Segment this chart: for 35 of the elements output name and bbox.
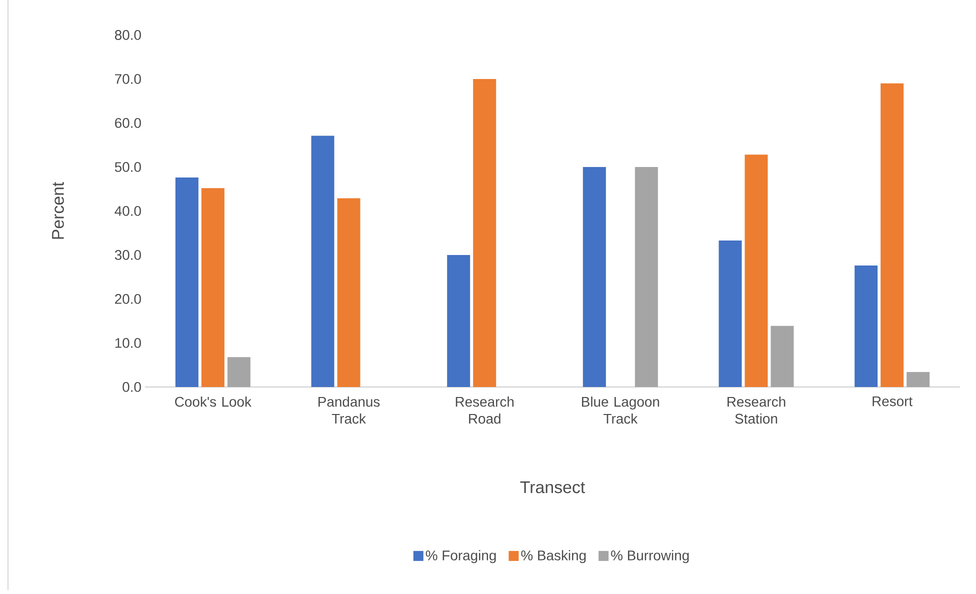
bar xyxy=(634,166,658,387)
bar xyxy=(175,178,198,387)
bar xyxy=(201,188,224,387)
y-axis-title: Percent xyxy=(52,182,64,239)
x-tick-label: Research Station xyxy=(728,396,786,424)
x-axis-title: Transect xyxy=(520,481,586,494)
legend-label: % Burrowing xyxy=(611,550,689,564)
bar xyxy=(880,83,904,387)
bar xyxy=(770,326,794,387)
bar xyxy=(718,240,742,387)
y-tick-label: 50.0 xyxy=(114,162,141,172)
bar xyxy=(906,372,930,387)
x-tick-label: Pandanus Track xyxy=(318,396,380,424)
y-tick-label: 40.0 xyxy=(114,206,141,216)
bar xyxy=(311,136,334,387)
bar xyxy=(854,266,878,387)
y-tick-label: 0.0 xyxy=(122,382,141,392)
bar xyxy=(337,198,360,387)
legend-label: % Basking xyxy=(521,550,586,564)
y-tick-label: 70.0 xyxy=(115,74,141,84)
bar xyxy=(227,357,250,387)
y-tick-label: 60.0 xyxy=(115,118,141,128)
x-tick-label: Resort xyxy=(872,396,913,406)
bar xyxy=(447,254,470,387)
legend-label: % Foraging xyxy=(426,550,496,564)
x-tick-label: Research Road xyxy=(456,396,514,424)
y-tick-label: 10.0 xyxy=(115,338,141,348)
y-tick-label: 80.0 xyxy=(114,30,141,40)
x-tick-label: Cook's Look xyxy=(175,396,252,407)
y-tick-label: 20.0 xyxy=(115,294,141,304)
bar xyxy=(744,154,768,387)
y-tick-label: 30.0 xyxy=(114,250,141,260)
bar xyxy=(582,166,606,387)
x-tick-label: Blue Lagoon Track xyxy=(582,396,660,424)
bar xyxy=(473,78,496,387)
